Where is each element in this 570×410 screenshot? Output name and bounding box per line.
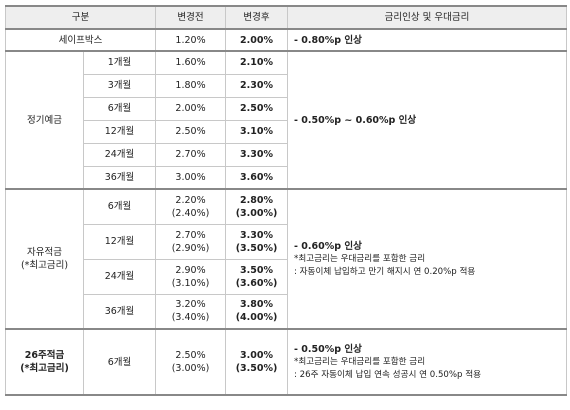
safebox-name: 세이프박스 xyxy=(4,28,157,52)
rate-change-table-container: 구분 변경전 변경후 금리인상 및 우대금리 세이프박스 1.20% 2.00%… xyxy=(4,5,568,396)
week26-name-line2: (*최고금리) xyxy=(20,363,69,374)
free-savings-before: 3.20% (3.40%) xyxy=(155,293,227,330)
free-savings-after: 2.80% (3.00%) xyxy=(225,188,289,225)
free-savings-note-line2: *최고금리는 우대금리를 포함한 금리 xyxy=(294,253,426,264)
free-savings-after-max: (3.60%) xyxy=(235,277,278,289)
free-savings-before-max: (3.10%) xyxy=(171,277,210,289)
week26-before-rate: 2.50% xyxy=(175,350,206,361)
free-savings-after: 3.80% (4.00%) xyxy=(225,293,289,330)
time-deposit-before: 2.70% xyxy=(155,142,227,167)
free-savings-before: 2.90% (3.10%) xyxy=(155,258,227,295)
free-savings-note-line3: : 자동이체 납입하고 만기 해지시 연 0.20%p 적용 xyxy=(294,266,476,277)
free-savings-before: 2.20% (2.40%) xyxy=(155,188,227,225)
week26-name: 26주적금 (*최고금리) xyxy=(5,328,84,396)
free-savings-name: 자유적금 (*최고금리) xyxy=(5,188,84,330)
time-deposit-term: 24개월 xyxy=(82,142,157,167)
free-savings-row: 자유적금 (*최고금리) 6개월 2.20% (2.40%) 2.80% (3.… xyxy=(5,188,568,330)
free-savings-note-line1: - 0.60%p 인상 xyxy=(294,240,362,252)
time-deposit-before: 2.50% xyxy=(155,119,227,144)
free-savings-row: 24개월 2.90% (3.10%) 3.50% (3.60%) xyxy=(6,258,567,295)
time-deposit-after: 2.10% xyxy=(225,50,289,75)
time-deposit-name: 정기예금 xyxy=(5,50,84,190)
week26-before: 2.50% (3.00%) xyxy=(155,328,227,396)
rate-change-table: 구분 변경전 변경후 금리인상 및 우대금리 세이프박스 1.20% 2.00%… xyxy=(4,5,568,396)
safebox-before: 1.20% xyxy=(155,28,227,52)
free-savings-before-rate: 2.70% xyxy=(175,229,206,241)
time-deposit-before: 2.00% xyxy=(155,96,227,121)
week26-after: 3.00% (3.50%) xyxy=(225,328,289,396)
free-savings-after-rate: 2.80% xyxy=(240,194,273,206)
free-savings-name-line1: 자유적금 xyxy=(27,247,62,258)
time-deposit-row: 24개월 2.70% 3.30% xyxy=(6,142,567,167)
free-savings-after: 3.30% (3.50%) xyxy=(225,223,289,260)
free-savings-after-rate: 3.50% xyxy=(240,264,273,276)
time-deposit-before: 1.80% xyxy=(155,73,227,98)
week26-name-line1: 26주적금 xyxy=(24,350,65,361)
free-savings-term: 6개월 xyxy=(82,188,157,225)
time-deposit-term: 12개월 xyxy=(82,119,157,144)
time-deposit-after: 3.60% xyxy=(225,165,289,190)
free-savings-after-max: (3.50%) xyxy=(235,242,278,254)
free-savings-before: 2.70% (2.90%) xyxy=(155,223,227,260)
free-savings-row: 36개월 3.20% (3.40%) 3.80% (4.00%) xyxy=(6,293,567,330)
free-savings-term: 12개월 xyxy=(82,223,157,260)
time-deposit-after: 3.10% xyxy=(225,119,289,144)
free-savings-term: 36개월 xyxy=(82,293,157,330)
free-savings-after-max: (3.00%) xyxy=(235,207,278,219)
week26-note-line1: - 0.50%p 인상 xyxy=(294,343,362,355)
time-deposit-term: 1개월 xyxy=(82,50,157,75)
time-deposit-term: 6개월 xyxy=(82,96,157,121)
free-savings-after-rate: 3.80% xyxy=(240,299,273,311)
free-savings-term: 24개월 xyxy=(82,258,157,295)
free-savings-before-rate: 3.20% xyxy=(175,299,206,311)
free-savings-before-rate: 2.20% xyxy=(175,194,206,206)
free-savings-name-line2: (*최고금리) xyxy=(20,260,69,271)
time-deposit-row: 36개월 3.00% 3.60% xyxy=(6,165,567,190)
header-after: 변경후 xyxy=(225,5,289,30)
time-deposit-after: 2.50% xyxy=(225,96,289,121)
free-savings-after: 3.50% (3.60%) xyxy=(225,258,289,295)
free-savings-before-rate: 2.90% xyxy=(175,264,206,276)
time-deposit-row: 정기예금 1개월 1.60% 2.10% - 0.50%p ~ 0.60%p 인… xyxy=(5,50,568,190)
free-savings-row: 12개월 2.70% (2.90%) 3.30% (3.50%) xyxy=(6,223,567,260)
week26-term: 6개월 xyxy=(82,328,157,396)
time-deposit-row: 6개월 2.00% 2.50% xyxy=(6,96,567,121)
safebox-row: 세이프박스 1.20% 2.00% - 0.80%p 인상 xyxy=(4,28,568,52)
free-savings-after-rate: 3.30% xyxy=(240,229,273,241)
week26-after-max: (3.50%) xyxy=(235,363,278,374)
free-savings-before-max: (2.90%) xyxy=(171,242,210,254)
free-savings-before-max: (2.40%) xyxy=(171,207,210,219)
safebox-after: 2.00% xyxy=(225,28,289,52)
safebox-note: - 0.80%p 인상 xyxy=(287,28,568,52)
free-savings-before-max: (3.40%) xyxy=(171,312,210,324)
week26-after-rate: 3.00% xyxy=(240,350,273,361)
week26-note-line2: *최고금리는 우대금리를 포함한 금리 xyxy=(294,356,426,367)
time-deposit-after: 2.30% xyxy=(225,73,289,98)
time-deposit-before: 1.60% xyxy=(155,50,227,75)
week26-row: 26주적금 (*최고금리) 6개월 2.50% (3.00%) 3.00% (3… xyxy=(5,328,568,396)
time-deposit-before: 3.00% xyxy=(155,165,227,190)
free-savings-after-max: (4.00%) xyxy=(235,312,278,324)
week26-note: - 0.50%p 인상 *최고금리는 우대금리를 포함한 금리 : 26주 자동… xyxy=(287,328,568,396)
week26-note-line3: : 26주 자동이체 납입 연속 성공시 연 0.50%p 적용 xyxy=(294,369,482,380)
header-row: 구분 변경전 변경후 금리인상 및 우대금리 xyxy=(4,5,568,30)
time-deposit-after: 3.30% xyxy=(225,142,289,167)
week26-before-max: (3.00%) xyxy=(171,363,210,374)
free-savings-note: - 0.60%p 인상 *최고금리는 우대금리를 포함한 금리 : 자동이체 납… xyxy=(287,188,568,330)
header-category: 구분 xyxy=(4,5,157,30)
header-before: 변경전 xyxy=(155,5,227,30)
time-deposit-term: 36개월 xyxy=(82,165,157,190)
header-note: 금리인상 및 우대금리 xyxy=(287,5,568,30)
time-deposit-note: - 0.50%p ~ 0.60%p 인상 xyxy=(287,50,568,190)
time-deposit-term: 3개월 xyxy=(82,73,157,98)
